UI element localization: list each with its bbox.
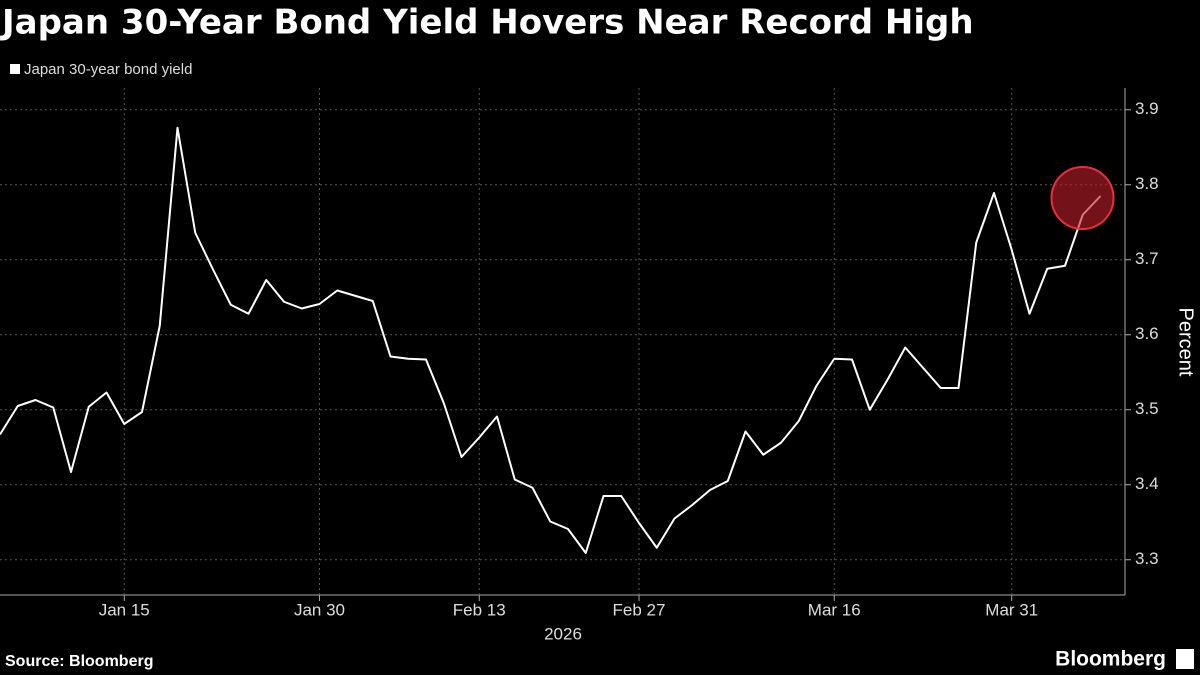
y-tick-label: 3.3: [1135, 549, 1159, 568]
legend-label: Japan 30-year bond yield: [24, 61, 192, 78]
source: Source: Bloomberg: [5, 653, 153, 670]
line: [0, 126, 1102, 554]
x-tick-label: Mar 31: [985, 600, 1038, 619]
brand: Bloomberg: [1055, 648, 1166, 671]
x-axis-label: 2026: [544, 624, 582, 643]
y-tick-label: 3.6: [1135, 324, 1159, 343]
x-tick-label: Feb 13: [453, 600, 506, 619]
y-tick-label: 3.5: [1135, 399, 1159, 418]
x-tick-label: Jan 30: [294, 600, 345, 619]
highlight-circle: [1050, 166, 1115, 230]
y-axis-label: Percent: [1175, 308, 1197, 377]
chart-title: Japan 30-Year Bond Yield Hovers Near Rec…: [0, 3, 974, 43]
x-tick-label: Feb 27: [613, 600, 666, 619]
y-tick-label: 3.8: [1135, 174, 1159, 193]
y-tick-label: 3.7: [1135, 249, 1159, 268]
y-tick-label: 3.9: [1135, 99, 1159, 118]
x-tick-label: Mar 16: [808, 600, 861, 619]
legend-swatch: [10, 64, 20, 74]
brand-icon: [1176, 649, 1194, 669]
x-tick-label: Jan 15: [99, 600, 150, 619]
y-tick-label: 3.4: [1135, 474, 1159, 493]
